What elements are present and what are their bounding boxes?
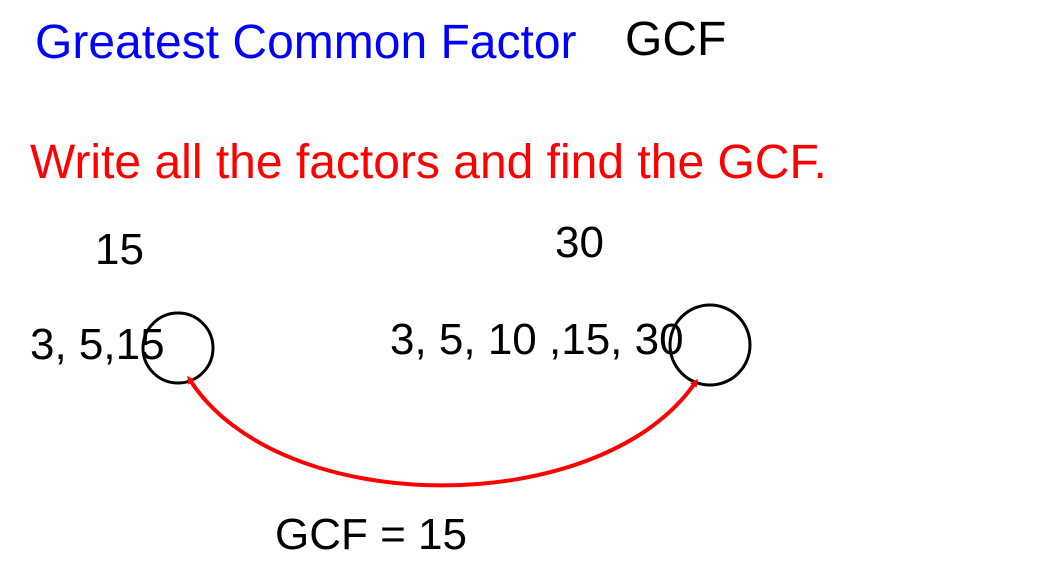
right-factors-after: 30 bbox=[622, 315, 683, 364]
annotation-overlay bbox=[0, 0, 1059, 575]
instruction-text: Write all the factors and find the GCF. bbox=[30, 135, 827, 190]
right-factors-before: 3, 5, 10 , bbox=[390, 315, 561, 364]
title-main: Greatest Common Factor bbox=[35, 15, 577, 70]
title-abbrev: GCF bbox=[625, 12, 726, 67]
left-factors-circled: 15 bbox=[116, 320, 165, 369]
connector-arc-icon bbox=[190, 380, 695, 485]
left-factors: 3, 5,15 bbox=[30, 320, 165, 370]
right-factors: 3, 5, 10 ,15, 30 bbox=[390, 315, 684, 365]
left-number: 15 bbox=[95, 225, 144, 275]
result-label: GCF = 15 bbox=[275, 510, 467, 560]
left-factors-before: 3, 5, bbox=[30, 320, 116, 369]
right-number: 30 bbox=[555, 218, 604, 268]
right-factors-circled: 15, bbox=[561, 315, 622, 364]
